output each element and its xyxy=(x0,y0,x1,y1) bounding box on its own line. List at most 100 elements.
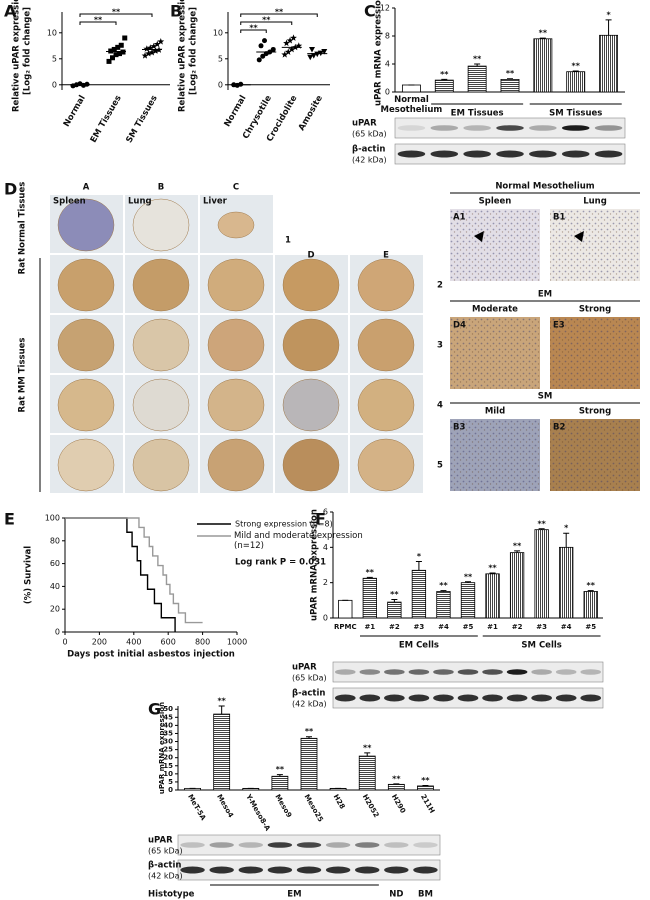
error-bar xyxy=(474,63,481,67)
tissue-core xyxy=(207,438,265,492)
x-tick-label: #2 xyxy=(389,623,400,631)
blot-name: β-actin xyxy=(148,861,181,871)
histotype-group: ND xyxy=(389,890,403,900)
blot-band xyxy=(238,866,264,874)
point xyxy=(113,52,119,58)
y-tick-label: 10 xyxy=(47,28,57,37)
significance-label: ** xyxy=(537,519,546,528)
x-tick-label: 1000 xyxy=(227,638,247,647)
x-tick-label: #2 xyxy=(512,623,523,631)
blot-band xyxy=(555,669,577,675)
x-tick-label: H290 xyxy=(390,793,407,815)
column-label: D xyxy=(307,251,314,261)
panel-label: A xyxy=(4,2,17,21)
significance-label: ** xyxy=(392,774,401,783)
bar xyxy=(566,71,586,93)
y-tick-label: 6 xyxy=(323,508,328,517)
tissue-core xyxy=(207,378,265,432)
blot-band xyxy=(384,866,409,874)
blot-band xyxy=(359,694,381,702)
y-tick-label: 8 xyxy=(385,32,390,41)
significance-label: ** xyxy=(262,16,271,25)
blot-band xyxy=(529,150,557,158)
y-tick-label: 12 xyxy=(380,4,390,13)
x-tick-label-box: Normal Mesothelium xyxy=(380,95,443,115)
error-bar xyxy=(489,572,496,574)
column-label: C xyxy=(233,183,239,193)
blot-band xyxy=(325,842,351,848)
x-tick-label: 800 xyxy=(195,638,210,647)
row-label: 4 xyxy=(437,401,443,411)
y-tick-label: 40 xyxy=(50,582,60,591)
y-tick-label: 100 xyxy=(45,514,60,523)
x-tick-label: Normal Mesothelium xyxy=(380,95,443,115)
inset-code: B3 xyxy=(453,423,465,433)
point xyxy=(118,42,124,48)
bar xyxy=(599,34,619,93)
tissue-core xyxy=(217,211,255,239)
significance-label: * xyxy=(564,524,569,533)
group-label: SM Cells xyxy=(521,641,561,651)
significance-label: ** xyxy=(587,581,596,590)
bar xyxy=(436,591,451,619)
point xyxy=(150,42,158,50)
bar xyxy=(583,591,598,619)
tissue-core xyxy=(132,318,190,372)
x-tick-label: RPMC xyxy=(334,623,357,631)
blot-band xyxy=(267,842,293,848)
blot-band xyxy=(296,866,322,874)
blot-name: uPAR xyxy=(352,119,377,129)
error-bar xyxy=(441,78,448,81)
inset-subtitle: Moderate xyxy=(472,305,518,315)
y-tick-label: 0 xyxy=(168,786,173,794)
inset-subtitle: Lung xyxy=(583,197,607,207)
blot-band xyxy=(531,669,552,675)
tissue-core xyxy=(357,378,415,432)
blot-band xyxy=(463,150,491,158)
tissue-core xyxy=(357,318,415,372)
blot-band xyxy=(325,866,351,874)
tissue-core xyxy=(57,198,115,252)
point xyxy=(260,53,266,59)
tissue-core xyxy=(57,318,115,372)
x-tick-label: Normal xyxy=(62,94,88,129)
significance-bracket xyxy=(240,13,318,17)
significance-label: * xyxy=(417,552,422,561)
y-tick-label: 60 xyxy=(50,559,60,568)
tissue-core xyxy=(357,438,415,492)
group-label: EM Cells xyxy=(399,641,439,651)
tissue-core xyxy=(282,258,340,312)
bar xyxy=(460,582,476,619)
x-tick-label: Y-Meso8-A xyxy=(244,792,272,833)
column-label: B xyxy=(158,183,164,193)
x-tick-label: 600 xyxy=(161,638,176,647)
tissue-core xyxy=(207,318,265,372)
y-tick-label: 4 xyxy=(385,60,390,69)
point xyxy=(286,37,294,44)
point xyxy=(238,81,244,87)
x-tick-label: #3 xyxy=(414,623,425,631)
blot-band xyxy=(397,150,426,158)
point xyxy=(148,49,156,56)
blot-band xyxy=(209,866,234,874)
blot-band xyxy=(433,694,454,702)
blot-name: uPAR xyxy=(148,836,173,846)
y-tick-label: 0 xyxy=(52,80,57,89)
blot-band xyxy=(457,669,479,675)
blot-band xyxy=(384,694,405,702)
inset-texture xyxy=(450,209,540,281)
blot-band xyxy=(463,125,491,131)
point xyxy=(307,54,314,61)
point xyxy=(117,51,122,57)
x-tick-label: Normal xyxy=(223,94,249,129)
blot-band xyxy=(408,669,430,675)
bar xyxy=(500,79,520,93)
bar xyxy=(401,84,421,93)
panel-label: E xyxy=(4,510,15,529)
blot-band xyxy=(334,694,356,702)
y-tick-label: 25 xyxy=(163,746,173,754)
inset-subtitle: Spleen xyxy=(479,197,512,207)
x-axis-label: Days post initial asbestos injection xyxy=(67,650,235,660)
error-bar xyxy=(364,752,371,757)
y-axis-label: Relative uPAR expression xyxy=(178,0,188,112)
